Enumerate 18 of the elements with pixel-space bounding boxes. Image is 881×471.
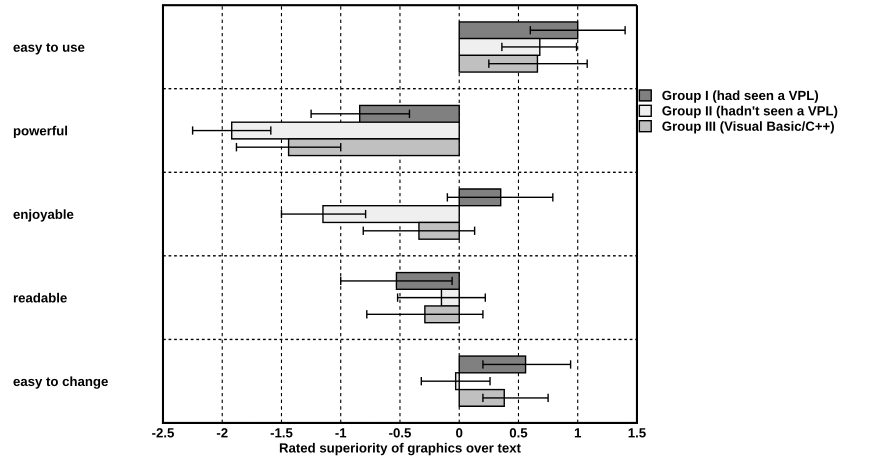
y-tick-label: enjoyable [14, 209, 74, 222]
y-tick-label: easy to use [14, 43, 84, 54]
x-tick-label: 0 [456, 428, 462, 438]
x-tick-label: -0.5 [389, 428, 411, 438]
x-tick-label: -1 [335, 428, 346, 438]
x-tick-label: 0.5 [510, 428, 528, 438]
y-tick-label: easy to change [14, 376, 108, 389]
x-axis-title: Rated superiority of graphics over text [280, 442, 521, 456]
x-tick-label: -2.5 [152, 428, 174, 438]
x-tick-label: 1.5 [628, 428, 646, 438]
x-tick-label: 1 [574, 428, 582, 438]
y-tick-label: powerful [14, 126, 68, 138]
x-tick-label: -2 [216, 428, 228, 438]
x-tick-label: -1.5 [270, 428, 292, 438]
legend-label: Group I (had seen a VPL) [662, 90, 818, 103]
y-tick-label: readable [14, 292, 67, 303]
legend-label: Group II (hadn't seen a VPL) [662, 106, 838, 118]
legend-label: Group III (Visual Basic/C++) [662, 121, 834, 134]
